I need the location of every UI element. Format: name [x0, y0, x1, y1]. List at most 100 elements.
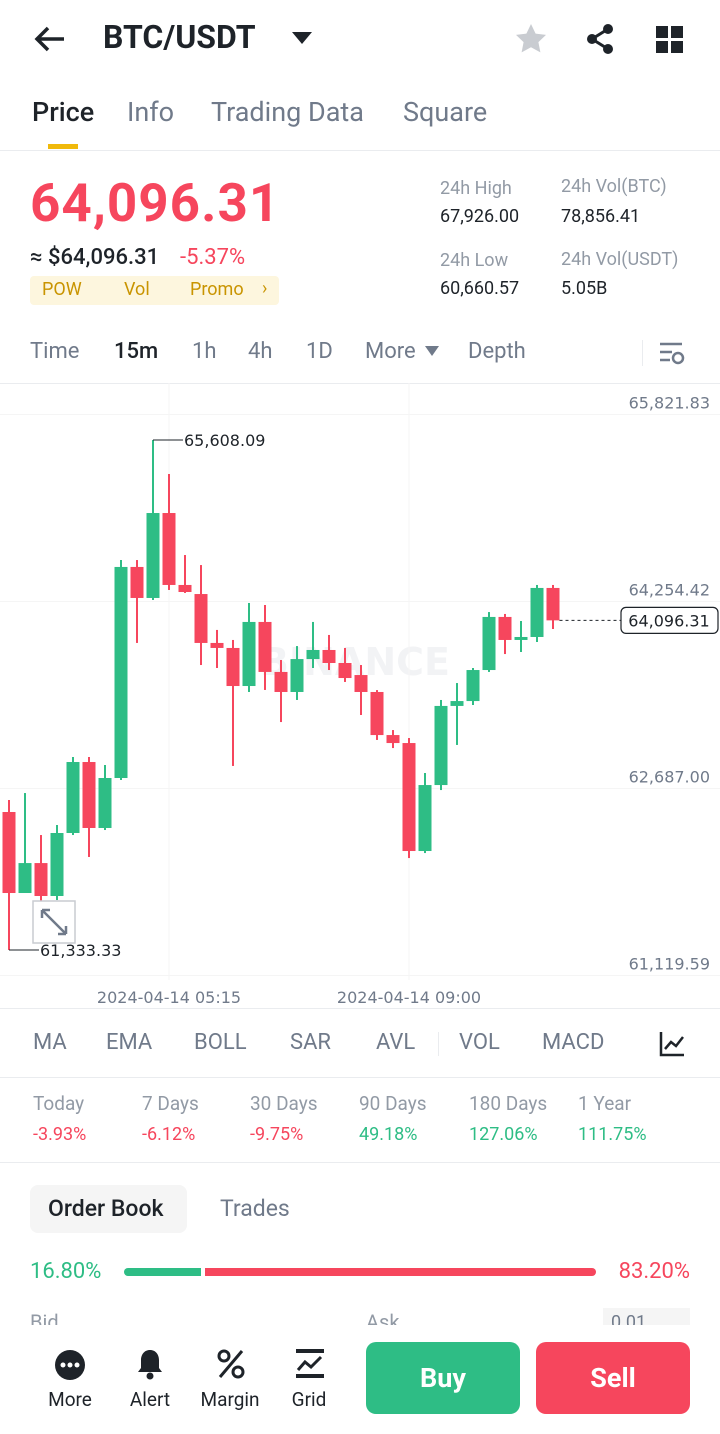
candlestick-chart: BINANCE 61,119.5962,687.0064,254.4265,82…: [0, 383, 720, 1007]
indicator-settings-icon[interactable]: [658, 1030, 686, 1058]
favorite-icon[interactable]: [514, 22, 548, 56]
candle-body: [418, 785, 432, 852]
nav-label[interactable]: More: [48, 1388, 92, 1411]
y-tick-label: 61,119.59: [629, 955, 710, 974]
fullscreen-button[interactable]: [32, 900, 76, 944]
candle-body: [322, 649, 336, 663]
pair-dropdown[interactable]: [290, 30, 314, 46]
y-tick-label: 62,687.00: [629, 768, 710, 787]
interval[interactable]: 1h: [192, 339, 217, 364]
indicator[interactable]: VOL: [459, 1030, 500, 1055]
indicator[interactable]: AVL: [376, 1030, 416, 1055]
more-icon[interactable]: [54, 1349, 86, 1381]
last-price-label: 64,096.31: [628, 611, 709, 630]
interval[interactable]: More: [365, 339, 416, 364]
nav-label[interactable]: Alert: [129, 1388, 171, 1411]
price-change: -5.37%: [180, 245, 246, 270]
stat-label: 24h High: [440, 178, 512, 199]
tags-bar[interactable]: [30, 276, 279, 305]
tab-active[interactable]: Price: [32, 96, 95, 128]
period-label: Today: [33, 1092, 85, 1115]
interval[interactable]: Time: [30, 339, 80, 364]
interval[interactable]: 1D: [306, 339, 333, 364]
layout-icon[interactable]: [655, 25, 685, 55]
sell-button[interactable]: Sell: [536, 1342, 690, 1414]
indicator[interactable]: BOLL: [194, 1030, 247, 1055]
tag-arrow: ›: [262, 278, 268, 299]
tab[interactable]: Info: [127, 96, 175, 128]
period-label: 90 Days: [359, 1092, 427, 1115]
candle-body: [354, 675, 368, 692]
nav-label[interactable]: Grid: [291, 1388, 327, 1411]
divider: [0, 1162, 720, 1163]
candle-body: [194, 594, 208, 643]
indicator[interactable]: MACD: [542, 1030, 605, 1055]
indicator[interactable]: SAR: [290, 1030, 331, 1055]
candle-body: [482, 616, 496, 671]
buy-button[interactable]: Buy: [366, 1342, 520, 1414]
candle-body: [98, 778, 112, 828]
trades-tab[interactable]: Trades: [220, 1195, 290, 1222]
candle-body: [370, 691, 384, 736]
orderbook-tab-bg[interactable]: [30, 1185, 187, 1233]
x-tick-label: 2024-04-14 09:00: [337, 988, 481, 1007]
separator: [642, 340, 643, 366]
alert-icon[interactable]: [136, 1348, 164, 1380]
candle-body: [114, 566, 128, 779]
stat-label: 24h Vol(USDT): [561, 249, 679, 270]
bid-ratio: 16.80%: [30, 1259, 102, 1284]
back-button[interactable]: [30, 22, 70, 56]
divider: [0, 1077, 720, 1078]
low-label: 61,333.33: [40, 941, 121, 960]
candle-body: [162, 513, 176, 585]
more-caret: [425, 346, 439, 356]
pair-title[interactable]: BTC/USDT: [103, 18, 256, 56]
indicator[interactable]: MA: [33, 1030, 67, 1055]
candle-body: [338, 662, 352, 679]
candle-body: [130, 566, 144, 598]
indicator[interactable]: EMA: [106, 1030, 153, 1055]
candle-body: [466, 670, 480, 702]
period-label: 180 Days: [469, 1092, 548, 1115]
period-label: 30 Days: [250, 1092, 318, 1115]
usd-price: ≈ $64,096.31: [30, 245, 160, 270]
candle-body: [306, 649, 320, 660]
candle-body: [146, 513, 160, 598]
period-change: 49.18%: [359, 1124, 418, 1145]
candle-body: [178, 584, 192, 593]
candle-body: [498, 616, 512, 640]
tag[interactable]: POW: [42, 279, 82, 300]
candle-body: [402, 743, 416, 852]
candle-body: [530, 587, 544, 637]
grid-icon[interactable]: [295, 1348, 325, 1380]
stat-value: 5.05B: [561, 278, 608, 299]
stat-value: 60,660.57: [440, 278, 520, 299]
stat-label: 24h Low: [440, 250, 509, 271]
margin-icon[interactable]: [216, 1348, 246, 1380]
period-change: 111.75%: [578, 1124, 647, 1145]
share-icon[interactable]: [583, 22, 617, 56]
candle-body: [50, 833, 64, 896]
divider: [0, 150, 720, 151]
period-change: 127.06%: [469, 1124, 538, 1145]
interval[interactable]: 4h: [248, 339, 273, 364]
orderbook-tab[interactable]: Order Book: [48, 1195, 164, 1222]
nav-label[interactable]: Margin: [200, 1388, 260, 1411]
tab[interactable]: Trading Data: [211, 96, 364, 128]
candle-body: [210, 642, 224, 648]
interval-active[interactable]: 15m: [114, 339, 159, 364]
divider: [0, 383, 720, 384]
tag[interactable]: Promo: [190, 279, 244, 300]
tab[interactable]: Square: [403, 96, 488, 128]
interval[interactable]: Depth: [468, 339, 526, 364]
candle-body: [514, 636, 528, 640]
chart-settings-icon[interactable]: [658, 340, 686, 366]
y-tick-label: 64,254.42: [629, 580, 710, 599]
candle-body: [386, 735, 400, 744]
tag[interactable]: Vol: [124, 279, 150, 300]
y-tick-label: 65,821.83: [629, 394, 710, 413]
x-tick-label: 2024-04-14 05:15: [97, 988, 241, 1007]
candle-body: [290, 659, 304, 692]
stat-label: 24h Vol(BTC): [561, 176, 667, 197]
